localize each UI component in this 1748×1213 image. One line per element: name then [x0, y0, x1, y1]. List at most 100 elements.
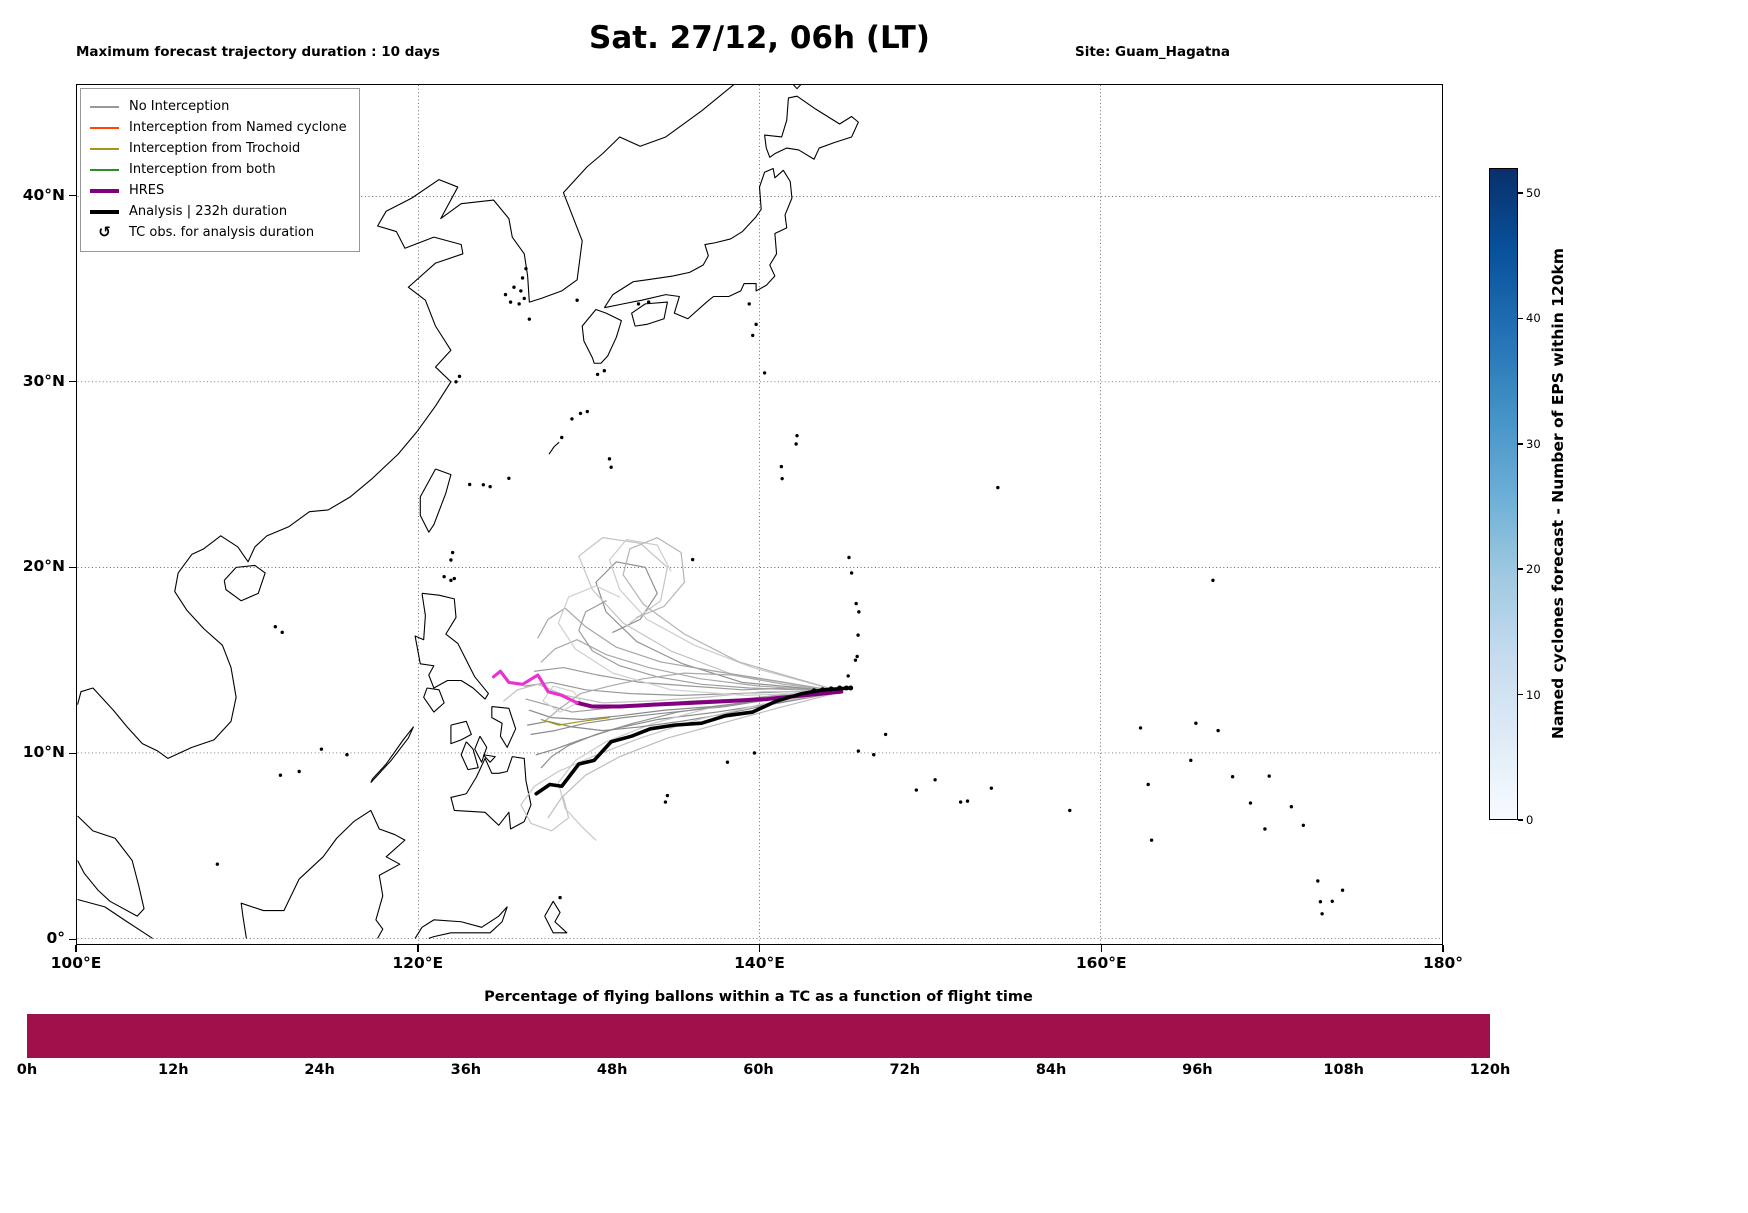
island-dot [319, 747, 324, 751]
island-dot [449, 558, 453, 562]
island-dot [849, 571, 854, 575]
flight-hour-tick-label: 0h [16, 1062, 38, 1078]
island-dot [1216, 728, 1220, 733]
colorbar-tick [1518, 192, 1523, 194]
island-dot [779, 464, 784, 469]
island-dot [570, 417, 574, 421]
island-dot [512, 285, 516, 289]
island-dot [996, 485, 1000, 490]
island-dot [454, 380, 458, 384]
island-dot [280, 630, 284, 635]
coastline [548, 441, 560, 455]
y-axis-tick-label: 10°N [22, 743, 65, 762]
island-dot [1340, 888, 1345, 892]
island-dot [690, 557, 695, 562]
island-dot [1301, 823, 1306, 827]
x-axis-tick-label: 160°E [1075, 954, 1127, 972]
island-dot [1230, 774, 1235, 779]
trajectory-no-intercept-20 [544, 672, 842, 722]
island-dot [780, 476, 784, 481]
island-dot [595, 372, 600, 377]
coastline [581, 308, 622, 364]
island-dot [519, 289, 523, 293]
island-dot [457, 374, 462, 379]
island-dot [1189, 758, 1193, 763]
colorbar-label: Named cyclones forecast - Number of EPS … [1549, 248, 1567, 740]
y-axis-tick-label: 30°N [22, 371, 65, 390]
island-dot [517, 302, 521, 306]
coastline [482, 754, 496, 763]
trajectory-hres-intercept [491, 669, 579, 705]
map-panel: No Interception Interception from Named c… [76, 84, 1443, 945]
legend-item-no-interception: No Interception [90, 96, 347, 117]
legend-item-label: Analysis | 232h duration [129, 204, 288, 219]
island-dot [754, 322, 758, 327]
island-dot [872, 753, 876, 757]
coastline [460, 741, 479, 771]
island-dot [215, 862, 220, 866]
flight-hour-tick-label: 108h [1323, 1062, 1364, 1078]
island-dot [646, 300, 651, 304]
island-dot [524, 266, 528, 271]
tc-obs-marker [848, 685, 854, 691]
max-duration-line: Maximum forecast trajectory duration : 1… [76, 44, 440, 61]
coastline [77, 815, 145, 917]
island-dot [1316, 879, 1320, 883]
flight-hour-tick-label: 48h [596, 1062, 628, 1078]
x-axis-tick [1442, 945, 1444, 952]
legend-line-swatch [90, 126, 119, 129]
legend-item-label: Interception from Trochoid [129, 141, 301, 156]
colorbar-tick [1518, 693, 1523, 696]
island-dot [853, 658, 858, 662]
island-dot [854, 601, 858, 606]
island-dot [297, 769, 301, 774]
legend-item-interception-from-named-cyclone: Interception from Named cyclone [90, 117, 347, 138]
island-dot [578, 411, 583, 416]
island-dot [345, 753, 349, 757]
trajectory-no-intercept-9 [547, 691, 842, 819]
tc-obs-marker [820, 687, 826, 693]
island-dot [663, 800, 668, 804]
trajectory-no-intercept-12 [537, 607, 842, 693]
flight-hour-tick-label: 36h [450, 1062, 482, 1078]
island-dot [1248, 801, 1253, 805]
coastline [77, 85, 735, 759]
legend-item-label: No Interception [129, 99, 230, 114]
legend-item-interception-from-both: Interception from both [90, 159, 347, 180]
y-axis-tick [69, 566, 76, 569]
trajectory-no-intercept-16 [503, 683, 842, 704]
island-dot [560, 435, 564, 440]
island-dot [575, 298, 579, 302]
legend-item-label: HRES [129, 183, 165, 198]
legend-item-label: Interception from Named cyclone [129, 120, 347, 135]
trajectory-no-intercept-6 [595, 561, 842, 693]
coastline [450, 720, 472, 745]
island-dot [725, 760, 730, 764]
coastline [423, 687, 445, 713]
island-dot [762, 371, 767, 375]
coastline [491, 706, 517, 748]
island-dot [488, 484, 492, 489]
trajectory-trochoid-1 [540, 717, 611, 726]
island-dot [846, 674, 850, 678]
y-axis-tick [69, 938, 76, 941]
island-dot [855, 654, 859, 659]
island-dot [752, 751, 757, 755]
colorbar-tick-label: 10 [1526, 687, 1541, 702]
coastline [77, 898, 153, 939]
island-dot [1330, 899, 1334, 903]
trajectory-no-intercept-5 [540, 639, 842, 693]
island-dot [507, 476, 511, 480]
island-dot [602, 369, 607, 373]
island-dot [856, 633, 860, 637]
y-axis-tick-label: 40°N [22, 185, 65, 204]
x-axis-tick [758, 945, 761, 952]
legend-line-swatch [90, 209, 119, 214]
island-dot [1211, 578, 1215, 583]
island-dot [607, 457, 612, 461]
colorbar-tick [1518, 568, 1523, 570]
trajectory-no-intercept-19 [622, 537, 842, 693]
island-dot [1149, 838, 1154, 842]
y-axis-tick [69, 380, 76, 383]
island-dot [1146, 782, 1150, 787]
